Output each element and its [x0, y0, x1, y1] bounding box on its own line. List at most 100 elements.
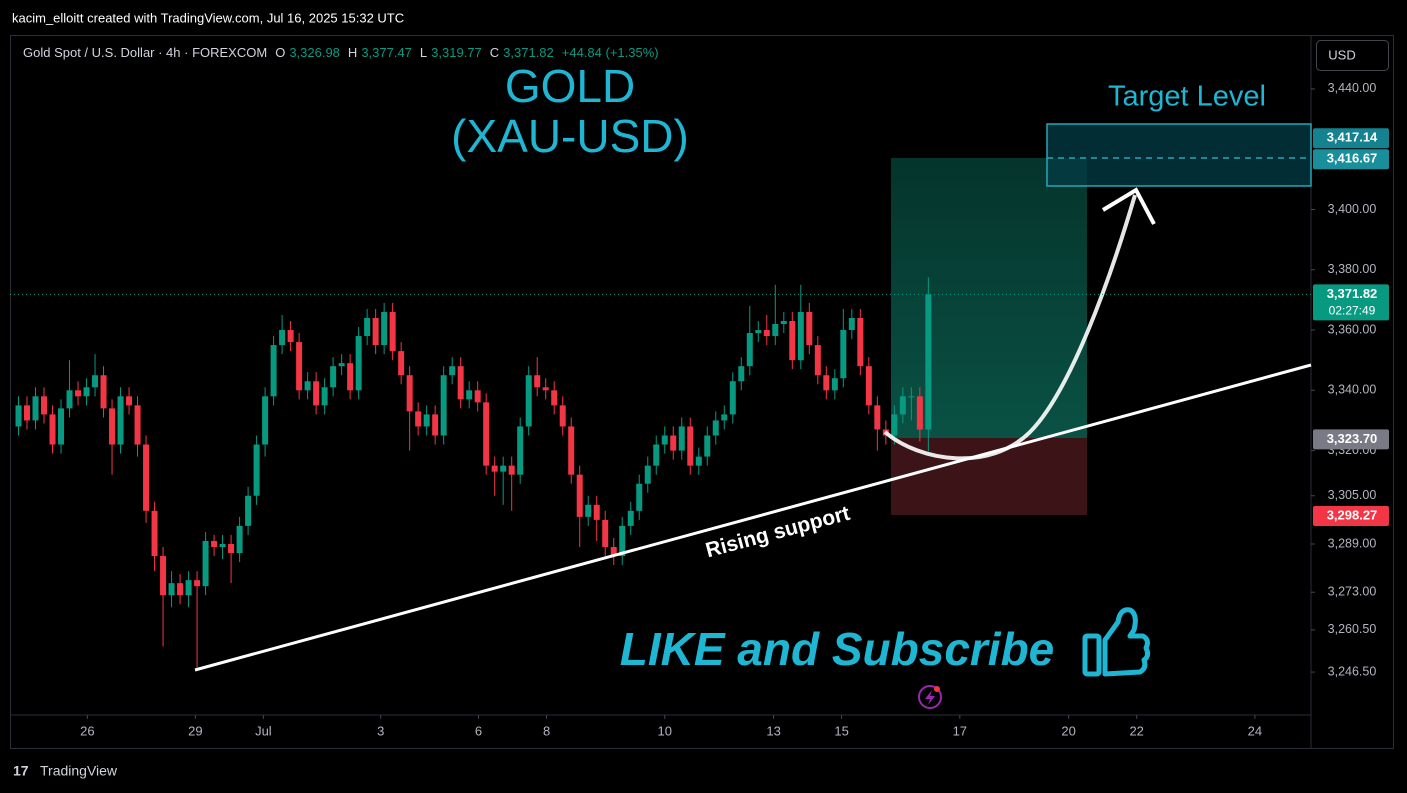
y-tick-label: 3,260.50 [1328, 622, 1377, 636]
candle-body [806, 311, 813, 346]
candle-body [508, 465, 515, 475]
candle-body [398, 351, 405, 376]
price-tag-label: 3,323.70 [1327, 431, 1378, 446]
legend-key: H [347, 45, 358, 60]
candle-body [381, 311, 388, 346]
candle-body [279, 330, 286, 346]
candle-body [236, 525, 243, 554]
candle-body [678, 426, 685, 451]
candle-body [525, 375, 532, 427]
candle-body [483, 402, 490, 466]
cta-text: LIKE and Subscribe [620, 623, 1055, 675]
lightning-icon [918, 685, 942, 709]
price-tag [1313, 429, 1389, 450]
candle-body [687, 426, 694, 466]
candle-body [797, 311, 804, 361]
candle-body [100, 375, 107, 409]
candle-body [389, 311, 396, 352]
candle-body [695, 456, 702, 466]
candle-body [449, 366, 456, 376]
candle-body [576, 474, 583, 517]
legend-value: 3,377.47 [361, 45, 412, 60]
candle-body [457, 366, 464, 400]
candle-body [160, 556, 167, 596]
candle-body [168, 583, 175, 596]
x-tick-label: 3 [377, 723, 384, 738]
y-tick-label: 3,440.00 [1328, 81, 1377, 95]
legend-value: 3,326.98 [289, 45, 340, 60]
candle-body [559, 405, 566, 427]
candle-body [899, 396, 906, 415]
candle-body [83, 387, 90, 397]
candle-body [117, 396, 124, 445]
y-tick-label: 3,273.00 [1328, 584, 1377, 598]
candle-body [66, 390, 73, 409]
candle-body [262, 396, 269, 445]
candle-body [763, 330, 770, 337]
price-tag [1313, 506, 1389, 527]
candle-body [134, 405, 141, 445]
candle-body [772, 323, 779, 337]
candle-body [602, 519, 609, 547]
candle-body [347, 363, 354, 391]
price-tag [1313, 284, 1389, 321]
candle-body [364, 317, 371, 337]
candle-body [823, 375, 830, 391]
candle-body [712, 420, 719, 436]
title-line: GOLD [505, 60, 635, 112]
legend-value: 3,319.77 [431, 45, 482, 60]
candle-body [653, 444, 660, 466]
candle-body [610, 546, 617, 557]
candle-body [313, 381, 320, 406]
x-tick-label: 22 [1129, 723, 1143, 738]
candle-body [143, 444, 150, 511]
candle-body [585, 504, 592, 517]
candle-body [15, 405, 22, 427]
legend-change: +44.84 (+1.35%) [561, 45, 659, 60]
currency-label: USD [1328, 47, 1355, 62]
x-tick-label: 24 [1248, 723, 1262, 738]
candle-body [848, 317, 855, 331]
candle-body [780, 320, 787, 324]
x-tick-label: 8 [543, 723, 550, 738]
candle-body [304, 381, 311, 391]
candle-body [661, 435, 668, 445]
target-label: Target Level [1108, 81, 1266, 113]
title-line: (XAU-USD) [451, 110, 689, 162]
candle-body [916, 396, 923, 430]
candle-body [177, 583, 184, 596]
candle-body [831, 378, 838, 391]
y-tick-label: 3,360.00 [1328, 322, 1377, 336]
x-tick-label: 20 [1061, 723, 1075, 738]
candle-body [338, 363, 345, 367]
x-tick-label: 15 [834, 723, 848, 738]
candle-body [432, 414, 439, 436]
candle-body [194, 580, 201, 587]
y-tick-label: 3,340.00 [1328, 383, 1377, 397]
currency-button[interactable] [1316, 40, 1389, 71]
candle-body [151, 510, 158, 557]
candle-body [619, 525, 626, 557]
candle-body [415, 411, 422, 427]
y-tick-label: 3,289.00 [1328, 536, 1377, 550]
candle-body [891, 414, 898, 436]
candle-body [491, 465, 498, 472]
footer-brand: TradingView [40, 763, 118, 779]
candle-body [24, 405, 31, 421]
candle-body [636, 483, 643, 511]
candle-body [925, 294, 932, 430]
candle-body [627, 510, 634, 526]
candle-body [109, 408, 116, 445]
candle-body [704, 435, 711, 457]
candle-body [746, 333, 753, 367]
candle-body [874, 405, 881, 430]
candle-body [41, 396, 48, 415]
candle-body [330, 366, 337, 388]
candle-body [253, 444, 260, 496]
x-tick-label: 10 [658, 723, 672, 738]
candle-body [32, 396, 39, 421]
support-line [194, 363, 1312, 672]
candle-body [857, 317, 864, 367]
y-tick-label: 3,305.00 [1328, 488, 1377, 502]
candle-body [542, 387, 549, 391]
